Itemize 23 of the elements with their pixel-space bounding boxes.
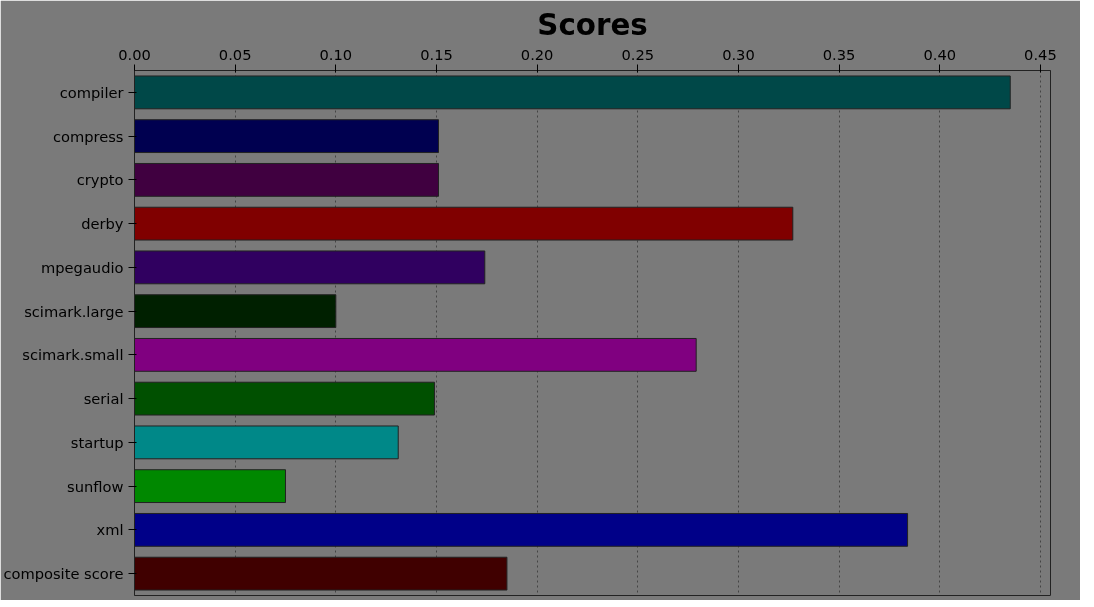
y-tick-label: compress [52,127,124,145]
y-tick-label: startup [70,433,124,451]
x-tick-label: 0.30 [722,45,755,63]
x-tick-label: 0.00 [118,45,151,63]
x-tick-label: 0.20 [520,45,554,63]
y-tick-label: scimark.large [24,302,124,320]
y-tick-label: composite score [3,565,124,583]
x-tick-label: 0.10 [319,45,353,63]
chart-title: Scores [537,7,648,42]
y-tick-label: scimark.small [22,346,124,364]
x-tick-label: 0.45 [1024,45,1057,63]
y-tick-label: crypto [76,171,124,189]
x-tick-label: 0.40 [923,45,957,63]
x-tick-label: 0.25 [621,45,655,63]
x-tick-label: 0.35 [822,45,856,63]
y-tick-label: xml [96,521,124,539]
y-tick-label: serial [83,390,124,408]
x-tick-label: 0.05 [218,45,252,63]
x-tick-label: 0.15 [420,45,453,63]
y-tick-label: compiler [59,83,125,101]
y-tick-label: derby [81,215,124,233]
y-tick-label: sunflow [67,477,124,495]
y-tick-label: mpegaudio [40,258,124,276]
